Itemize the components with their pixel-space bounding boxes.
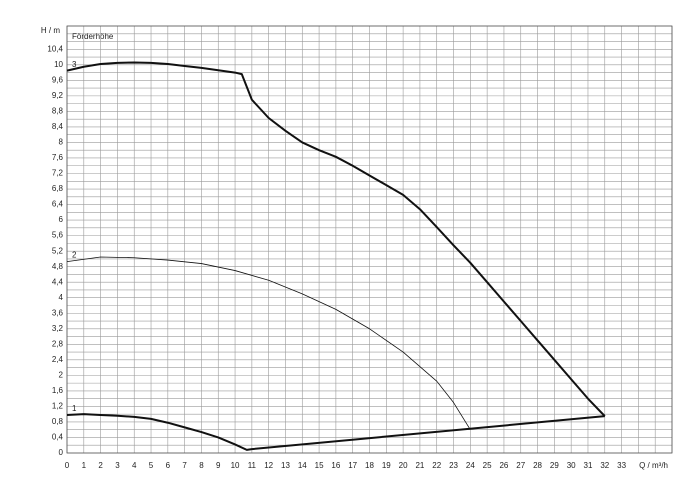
y-tick-label: 2,4: [52, 355, 64, 364]
x-tick-label: 25: [483, 461, 492, 470]
x-tick-label: 24: [466, 461, 475, 470]
x-tick-label: 0: [65, 461, 70, 470]
x-tick-label: 3: [115, 461, 120, 470]
x-tick-label: 4: [132, 461, 137, 470]
y-tick-label: 1,6: [52, 386, 64, 395]
x-tick-label: 32: [600, 461, 609, 470]
y-tick-label: 2: [59, 370, 64, 379]
x-tick-label: 17: [348, 461, 357, 470]
curve-label: 1: [72, 404, 77, 413]
x-tick-label: 23: [449, 461, 458, 470]
y-tick-label: 0,8: [52, 417, 64, 426]
x-tick-label: 14: [298, 461, 307, 470]
y-tick-label: 4,8: [52, 262, 64, 271]
x-tick-label: 13: [281, 461, 290, 470]
x-tick-label: 21: [415, 461, 424, 470]
y-tick-label: 5,2: [52, 246, 64, 255]
y-tick-label: 10: [54, 60, 63, 69]
y-tick-label: 8: [59, 138, 64, 147]
y-tick-label: 0: [59, 448, 64, 457]
y-tick-label: 6,8: [52, 184, 64, 193]
y-tick-label: 3,2: [52, 324, 64, 333]
x-axis-label: Q / m³/h: [639, 461, 668, 470]
x-tick-label: 22: [432, 461, 441, 470]
y-tick-label: 7,6: [52, 153, 64, 162]
x-tick-label: 33: [617, 461, 626, 470]
y-tick-label: 10,4: [47, 44, 63, 53]
x-tick-label: 11: [248, 461, 257, 470]
y-tick-label: 6,4: [52, 200, 64, 209]
annotation: Förderhöhe: [72, 32, 114, 41]
x-tick-label: 28: [533, 461, 542, 470]
y-axis-label: H / m: [41, 26, 60, 35]
curve: [66, 61, 606, 417]
x-tick-label: 31: [584, 461, 593, 470]
x-tick-label: 18: [365, 461, 374, 470]
x-tick-label: 5: [149, 461, 154, 470]
y-tick-label: 8,4: [52, 122, 64, 131]
y-tick-label: 2,8: [52, 339, 64, 348]
plot-frame: [66, 25, 673, 454]
x-tick-label: 1: [82, 461, 87, 470]
x-tick-label: 20: [399, 461, 408, 470]
x-tick-label: 26: [499, 461, 508, 470]
y-tick-label: 5,6: [52, 231, 64, 240]
x-tick-label: 7: [182, 461, 187, 470]
curve-label: 2: [72, 251, 77, 260]
x-tick-label: 10: [231, 461, 240, 470]
x-tick-label: 27: [516, 461, 525, 470]
y-tick-label: 4,4: [52, 277, 64, 286]
y-tick-label: 8,8: [52, 107, 64, 116]
y-tick-label: 9,2: [52, 91, 64, 100]
y-tick-label: 9,6: [52, 75, 64, 84]
y-tick-label: 7,2: [52, 169, 64, 178]
x-tick-label: 2: [98, 461, 103, 470]
y-tick-label: 0,4: [52, 433, 64, 442]
curve: [66, 413, 605, 451]
x-tick-label: 9: [216, 461, 221, 470]
x-tick-label: 6: [166, 461, 171, 470]
x-tick-label: 12: [264, 461, 273, 470]
y-tick-label: 4: [59, 293, 64, 302]
x-tick-label: 8: [199, 461, 204, 470]
x-tick-label: 16: [331, 461, 340, 470]
y-tick-label: 3,6: [52, 308, 64, 317]
curve-label: 3: [72, 60, 77, 69]
y-tick-label: 6: [59, 215, 64, 224]
curve: [66, 256, 471, 430]
x-tick-label: 19: [382, 461, 391, 470]
x-tick-label: 30: [567, 461, 576, 470]
x-tick-label: 29: [550, 461, 559, 470]
x-tick-label: 15: [315, 461, 324, 470]
y-tick-label: 1,2: [52, 402, 64, 411]
